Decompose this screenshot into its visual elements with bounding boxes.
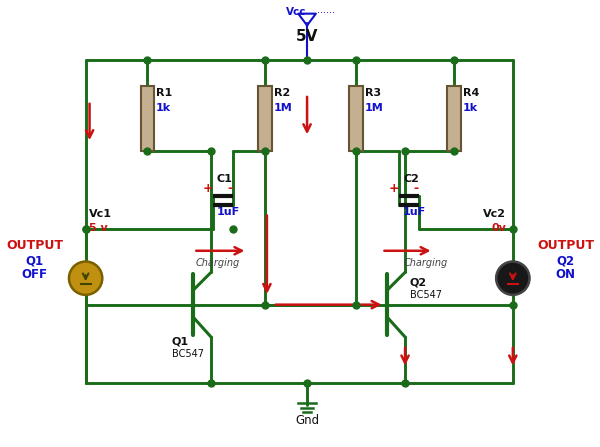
Text: -: - bbox=[414, 182, 419, 195]
Text: BC547: BC547 bbox=[172, 349, 204, 358]
Text: +: + bbox=[388, 182, 399, 195]
Text: R2: R2 bbox=[274, 88, 290, 98]
Text: Vcc: Vcc bbox=[286, 7, 306, 17]
Text: Gnd: Gnd bbox=[295, 414, 319, 427]
Text: C2: C2 bbox=[403, 174, 419, 184]
Text: 1k: 1k bbox=[463, 103, 478, 113]
Text: C1: C1 bbox=[217, 174, 233, 184]
Text: 0v: 0v bbox=[491, 223, 506, 233]
Text: Q2: Q2 bbox=[410, 277, 427, 287]
Text: 5 v: 5 v bbox=[89, 223, 107, 233]
Text: R1: R1 bbox=[156, 88, 172, 98]
Text: R3: R3 bbox=[365, 88, 381, 98]
FancyBboxPatch shape bbox=[447, 86, 461, 151]
Text: 1uF: 1uF bbox=[217, 207, 240, 216]
FancyBboxPatch shape bbox=[258, 86, 272, 151]
Text: OUTPUT: OUTPUT bbox=[537, 239, 594, 252]
FancyBboxPatch shape bbox=[349, 86, 363, 151]
Circle shape bbox=[69, 261, 102, 295]
Text: 1k: 1k bbox=[156, 103, 172, 113]
Text: ON: ON bbox=[556, 268, 576, 281]
Text: ......: ...... bbox=[317, 4, 335, 15]
Text: -: - bbox=[228, 182, 233, 195]
Text: 5V: 5V bbox=[296, 29, 318, 44]
Text: 1uF: 1uF bbox=[403, 207, 426, 216]
Text: BC547: BC547 bbox=[410, 290, 442, 300]
Text: OFF: OFF bbox=[22, 268, 47, 281]
Text: Charging: Charging bbox=[404, 258, 448, 269]
Text: Q1: Q1 bbox=[172, 337, 189, 347]
Text: Vc1: Vc1 bbox=[89, 210, 112, 219]
Circle shape bbox=[496, 261, 529, 295]
Text: Q2: Q2 bbox=[557, 254, 575, 267]
Text: OUTPUT: OUTPUT bbox=[6, 239, 63, 252]
Text: Q1: Q1 bbox=[26, 254, 44, 267]
Text: Charging: Charging bbox=[196, 258, 239, 269]
FancyBboxPatch shape bbox=[140, 86, 154, 151]
Text: Vc2: Vc2 bbox=[484, 210, 506, 219]
Text: R4: R4 bbox=[463, 88, 479, 98]
Text: 1M: 1M bbox=[274, 103, 293, 113]
Text: +: + bbox=[202, 182, 213, 195]
Text: 1M: 1M bbox=[365, 103, 383, 113]
